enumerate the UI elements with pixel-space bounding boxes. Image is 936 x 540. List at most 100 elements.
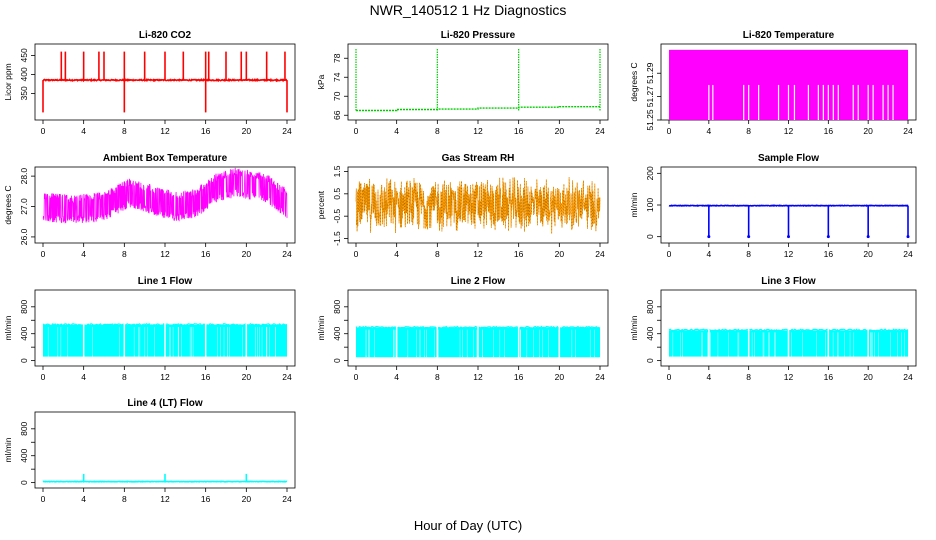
chart-panel-5: Gas Stream RH 0 4 8 12 16 20 24 -1.5 -0.5 0.5 1.5 pe… (316, 153, 609, 259)
x-tick-label: 0 (41, 372, 46, 382)
x-tick-label: 20 (242, 126, 252, 136)
chart-panel-2: Li-820 Pressure 0 4 8 12 16 20 24 66 70 74 78 kPa (316, 30, 609, 136)
x-tick-label: 16 (514, 126, 524, 136)
page-title: NWR_140512 1 Hz Diagnostics (369, 2, 567, 18)
data-layer (42, 473, 288, 483)
y-axis-label: percent (316, 190, 326, 219)
chart-panel-10: Line 4 (LT) Flow 0 4 8 12 16 20 24 0 400 800 ml/min (3, 398, 296, 504)
x-tick-label: 8 (122, 126, 127, 136)
y-tick-label: 78 (332, 53, 342, 63)
x-tick-label: 16 (514, 372, 524, 382)
y-axis-label: ml/min (316, 315, 326, 340)
x-tick-label: 12 (784, 126, 794, 136)
x-tick-label: 8 (122, 372, 127, 382)
x-tick-label: 16 (824, 126, 834, 136)
x-tick-label: 12 (784, 249, 794, 259)
y-tick-label: 51.25 (645, 109, 655, 131)
panel-title: Line 3 Flow (761, 276, 816, 287)
y-tick-label: -1.5 (332, 231, 342, 246)
y-tick-label: 51.27 (645, 86, 655, 108)
series-line (42, 167, 288, 224)
x-tick-label: 12 (473, 126, 483, 136)
series-line (355, 177, 601, 234)
x-tick-label: 20 (555, 126, 565, 136)
chart-panel-6: Sample Flow 0 4 8 12 16 20 24 0 100 200 ml/min (629, 153, 917, 259)
x-tick-label: 16 (514, 249, 524, 259)
x-tick-label: 16 (201, 494, 211, 504)
panel-title: Line 2 Flow (451, 276, 506, 287)
chart-panel-7: Line 1 Flow 0 4 8 12 16 20 24 0 400 800 ml/min (3, 276, 296, 382)
y-tick-label: 400 (19, 326, 29, 340)
series-dots (355, 177, 601, 234)
x-tick-label: 0 (667, 372, 672, 382)
x-tick-label: 0 (41, 494, 46, 504)
y-axis-label: kPa (316, 74, 326, 89)
x-tick-label: 4 (81, 494, 86, 504)
y-axis-label: ml/min (3, 315, 13, 340)
x-tick-label: 12 (160, 249, 170, 259)
x-tick-label: 12 (160, 494, 170, 504)
y-tick-label: 400 (19, 67, 29, 81)
panel-title: Sample Flow (758, 153, 819, 164)
x-tick-label: 8 (435, 372, 440, 382)
chart-panel-8: Line 2 Flow 0 4 8 12 16 20 24 0 400 800 ml/min (316, 276, 609, 382)
y-tick-label: 0 (19, 358, 29, 363)
data-layer (42, 321, 288, 358)
x-tick-label: 16 (824, 249, 834, 259)
x-tick-label: 16 (201, 249, 211, 259)
data-layer (668, 204, 910, 239)
x-tick-label: 12 (160, 372, 170, 382)
data-layer (355, 177, 601, 234)
spike-point (866, 235, 870, 239)
x-tick-label: 8 (746, 249, 751, 259)
chart-panel-9: Line 3 Flow 0 4 8 12 16 20 24 0 400 800 ml/min (629, 276, 917, 382)
y-tick-label: 27.0 (19, 198, 29, 215)
chart-panel-4: Ambient Box Temperature 0 4 8 12 16 20 24 26.0 27… (3, 153, 296, 259)
chart-panel-1: Li-820 CO2 0 4 8 12 16 20 24 350 400 450 Licor ppm (3, 30, 296, 136)
y-axis-label: ml/min (629, 192, 639, 217)
y-tick-label: 26.0 (19, 228, 29, 245)
y-tick-label: 350 (19, 86, 29, 100)
y-tick-label: 100 (645, 198, 655, 212)
x-tick-label: 20 (863, 126, 873, 136)
x-tick-label: 0 (41, 249, 46, 259)
panel-title: Line 1 Flow (138, 276, 193, 287)
y-axis-label: degrees C (629, 62, 639, 101)
x-tick-label: 8 (435, 126, 440, 136)
x-tick-label: 8 (122, 494, 127, 504)
panel-title: Li-820 CO2 (139, 30, 192, 41)
y-axis-label: Licor ppm (3, 63, 13, 100)
y-tick-label: 400 (645, 326, 655, 340)
x-tick-label: 0 (667, 126, 672, 136)
x-axis-title: Hour of Day (UTC) (413, 518, 523, 533)
x-tick-label: 24 (282, 494, 292, 504)
x-tick-label: 4 (706, 126, 711, 136)
x-tick-label: 24 (595, 126, 605, 136)
panel-title: Li-820 Temperature (743, 30, 835, 41)
panel-title: Gas Stream RH (442, 153, 515, 164)
x-tick-label: 20 (242, 249, 252, 259)
y-tick-label: 28.0 (19, 168, 29, 185)
x-tick-label: 24 (282, 372, 292, 382)
x-tick-label: 0 (354, 372, 359, 382)
data-layer (669, 49, 908, 120)
y-tick-label: 66 (332, 110, 342, 120)
x-tick-label: 12 (160, 126, 170, 136)
x-tick-label: 20 (863, 249, 873, 259)
y-axis-label: ml/min (3, 437, 13, 462)
spike-point (707, 235, 711, 239)
x-tick-label: 4 (394, 249, 399, 259)
y-tick-label: 800 (332, 299, 342, 313)
data-layer (42, 167, 288, 224)
x-tick-label: 4 (81, 126, 86, 136)
y-tick-label: 51.29 (645, 62, 655, 84)
x-tick-label: 8 (435, 249, 440, 259)
x-tick-label: 24 (903, 249, 913, 259)
x-tick-label: 4 (81, 372, 86, 382)
y-tick-label: 0 (19, 480, 29, 485)
x-tick-label: 16 (824, 372, 834, 382)
y-tick-label: 0 (645, 358, 655, 363)
x-tick-label: 24 (282, 126, 292, 136)
x-tick-label: 4 (394, 372, 399, 382)
